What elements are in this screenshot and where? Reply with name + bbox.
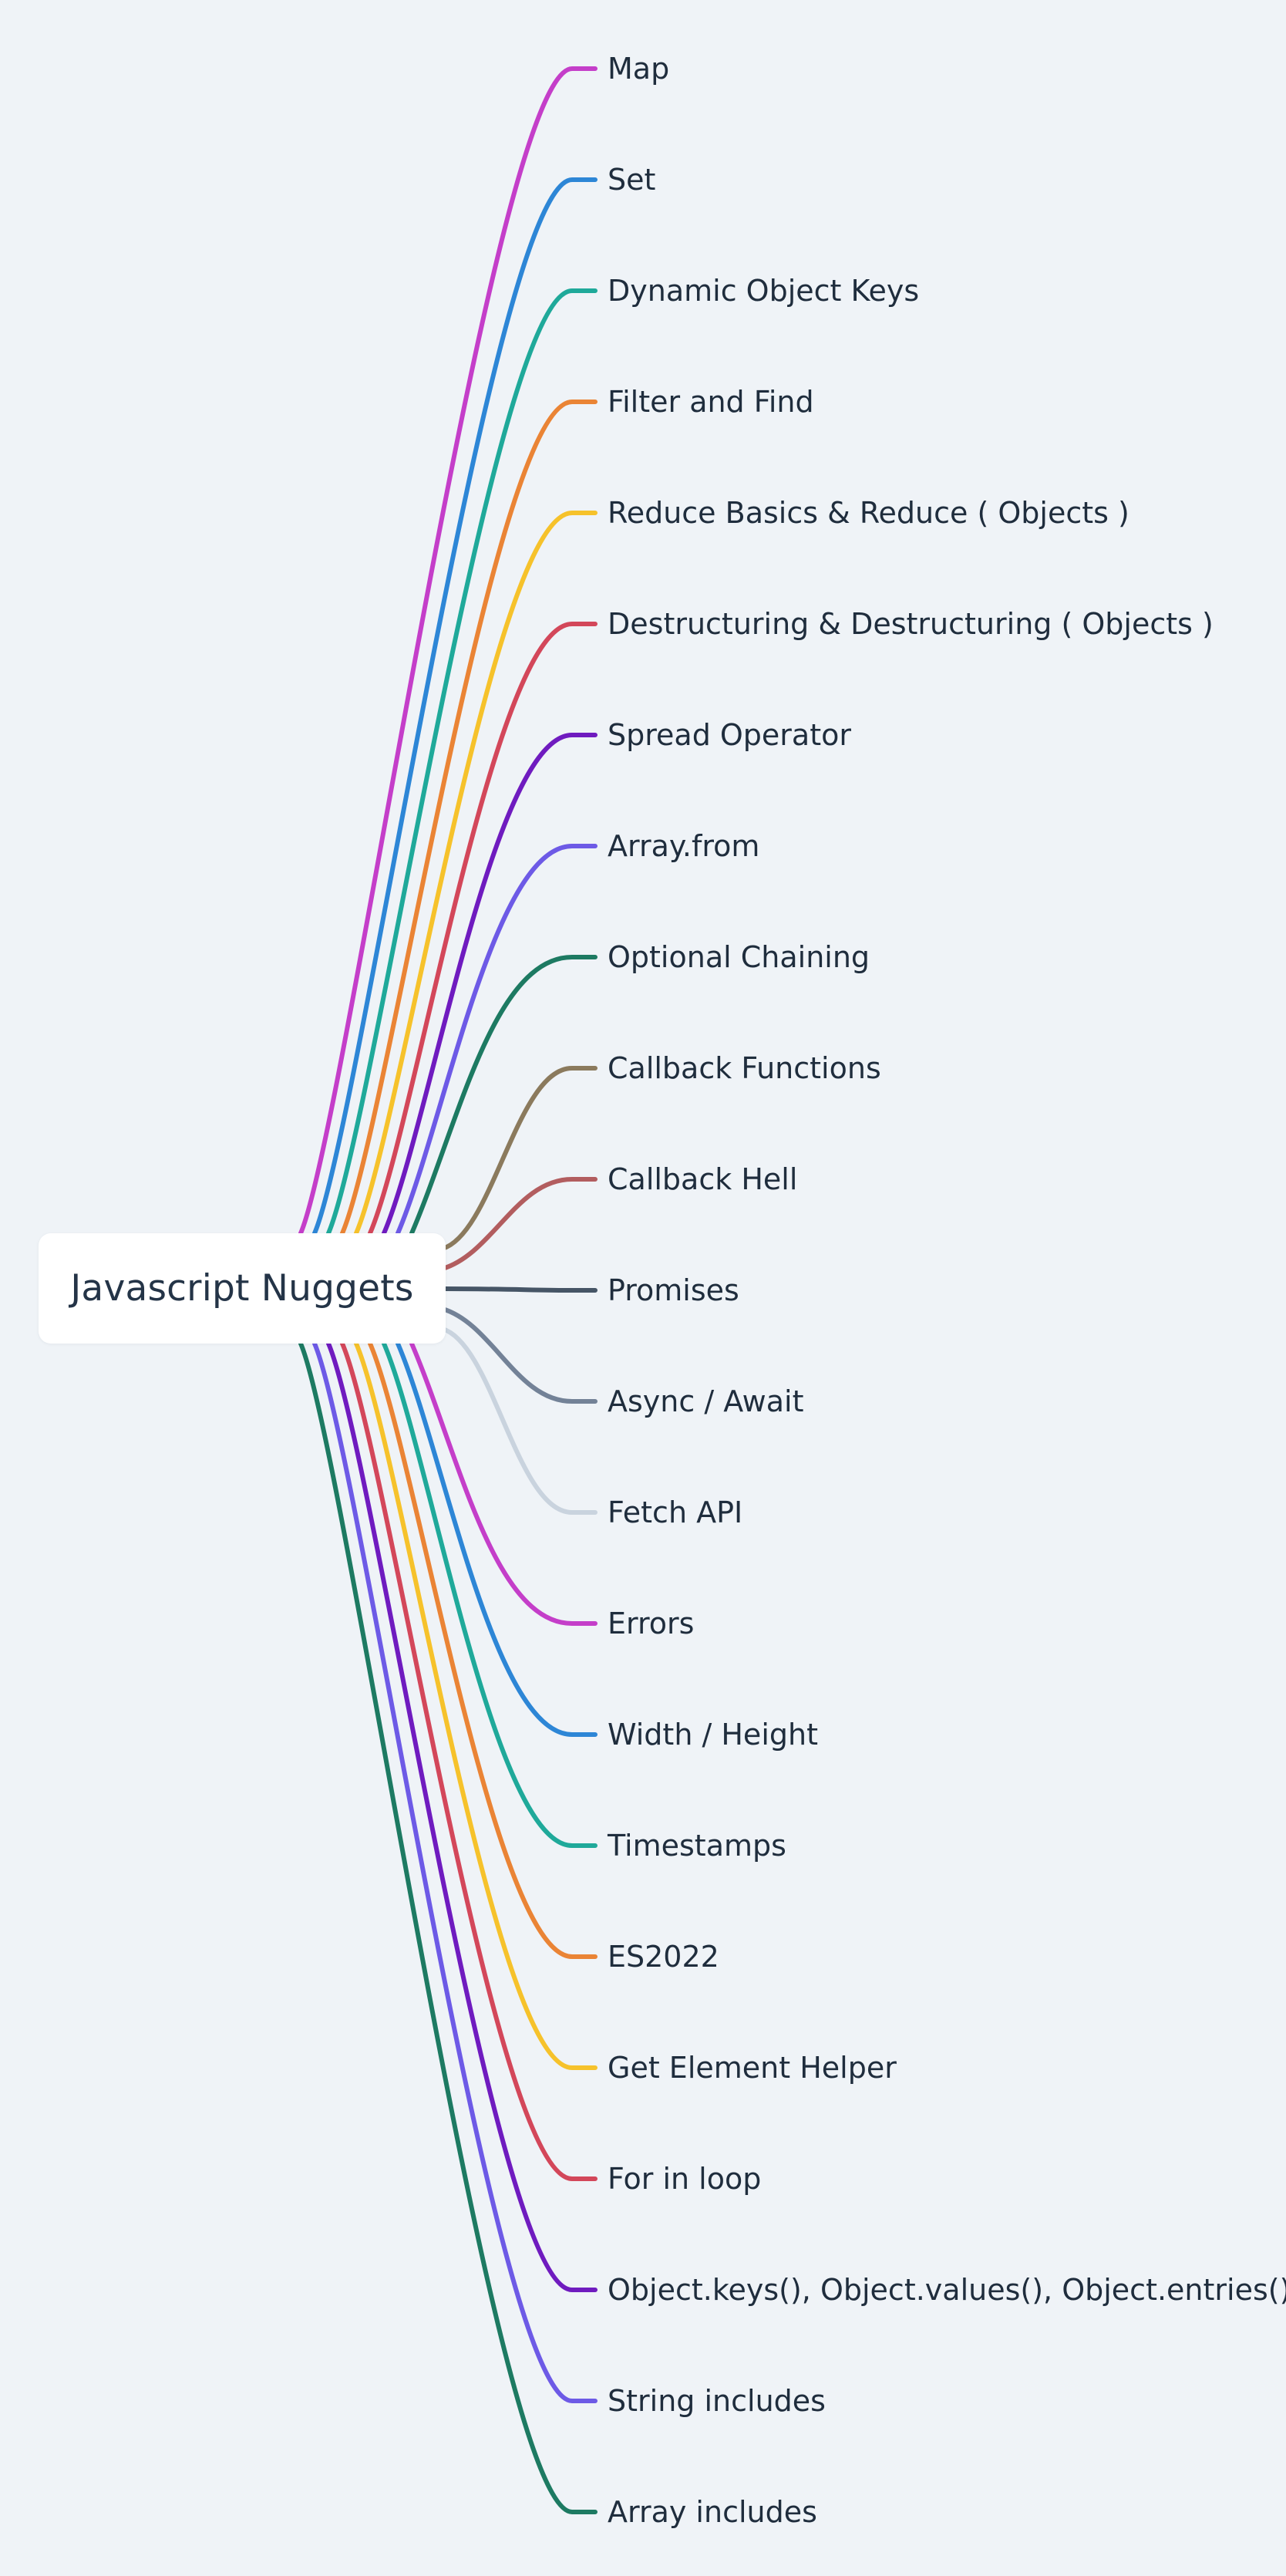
branch-line-string-includes <box>312 1341 598 2403</box>
subtopic-async-await[interactable]: Async / Await <box>608 1384 804 1418</box>
branch-line-fetch-api <box>440 1327 598 1515</box>
subtopic-for-in-loop[interactable]: For in loop <box>608 2162 762 2196</box>
branch-line-errors <box>409 1341 598 1626</box>
subtopic-optional-chaining[interactable]: Optional Chaining <box>608 940 870 974</box>
branch-line-timestamps <box>382 1341 598 1848</box>
subtopic-map[interactable]: Map <box>608 52 670 86</box>
subtopic-reduce-basics-reduce-objects[interactable]: Reduce Basics & Reduce ( Objects ) <box>608 496 1129 530</box>
branch-line-array-from <box>396 844 598 1236</box>
subtopic-array-includes[interactable]: Array includes <box>608 2495 817 2529</box>
branch-line-width-height <box>396 1341 598 1737</box>
branch-line-spread-operator <box>382 733 598 1236</box>
subtopic-object-keys-object-values-object-entries[interactable]: Object.keys(), Object.values(), Object.e… <box>608 2273 1286 2307</box>
branch-line-callback-functions <box>440 1066 598 1251</box>
branch-line-optional-chaining <box>409 955 598 1236</box>
subtopic-array-from[interactable]: Array.from <box>608 829 760 863</box>
subtopic-callback-hell[interactable]: Callback Hell <box>608 1162 798 1196</box>
subtopic-destructuring-destructuring-objects[interactable]: Destructuring & Destructuring ( Objects … <box>608 607 1214 641</box>
subtopic-get-element-helper[interactable]: Get Element Helper <box>608 2051 897 2085</box>
root-topic-label: Javascript Nuggets <box>70 1267 414 1310</box>
subtopic-es2022[interactable]: ES2022 <box>608 1940 719 1974</box>
subtopic-filter-and-find[interactable]: Filter and Find <box>608 385 814 419</box>
subtopic-promises[interactable]: Promises <box>608 1273 739 1307</box>
subtopic-dynamic-object-keys[interactable]: Dynamic Object Keys <box>608 274 920 308</box>
branch-line-dynamic-object-keys <box>326 288 598 1236</box>
subtopic-errors[interactable]: Errors <box>608 1607 695 1640</box>
branch-line-array-includes <box>298 1341 598 2514</box>
branch-line-es2022 <box>368 1341 598 1959</box>
subtopic-fetch-api[interactable]: Fetch API <box>608 1495 743 1529</box>
branch-line-filter-and-find <box>340 400 598 1236</box>
branch-line-reduce-basics-reduce-objects <box>354 511 598 1236</box>
subtopic-timestamps[interactable]: Timestamps <box>608 1829 786 1863</box>
subtopic-string-includes[interactable]: String includes <box>608 2384 826 2418</box>
branch-line-for-in-loop <box>340 1341 598 2181</box>
subtopic-spread-operator[interactable]: Spread Operator <box>608 718 851 752</box>
branch-line-async-await <box>440 1307 598 1404</box>
root-topic-node[interactable]: Javascript Nuggets <box>39 1233 446 1344</box>
branch-line-object-keys-object-values-object-entries <box>326 1341 598 2292</box>
branch-line-set <box>312 177 598 1236</box>
subtopic-set[interactable]: Set <box>608 163 656 197</box>
branch-line-callback-hell <box>440 1177 598 1271</box>
branch-line-map <box>298 66 598 1236</box>
branch-line-promises <box>443 1286 598 1293</box>
branch-line-destructuring-destructuring-objects <box>368 622 598 1236</box>
branch-line-get-element-helper <box>354 1341 598 2070</box>
subtopic-callback-functions[interactable]: Callback Functions <box>608 1051 881 1085</box>
subtopic-width-height[interactable]: Width / Height <box>608 1718 818 1752</box>
